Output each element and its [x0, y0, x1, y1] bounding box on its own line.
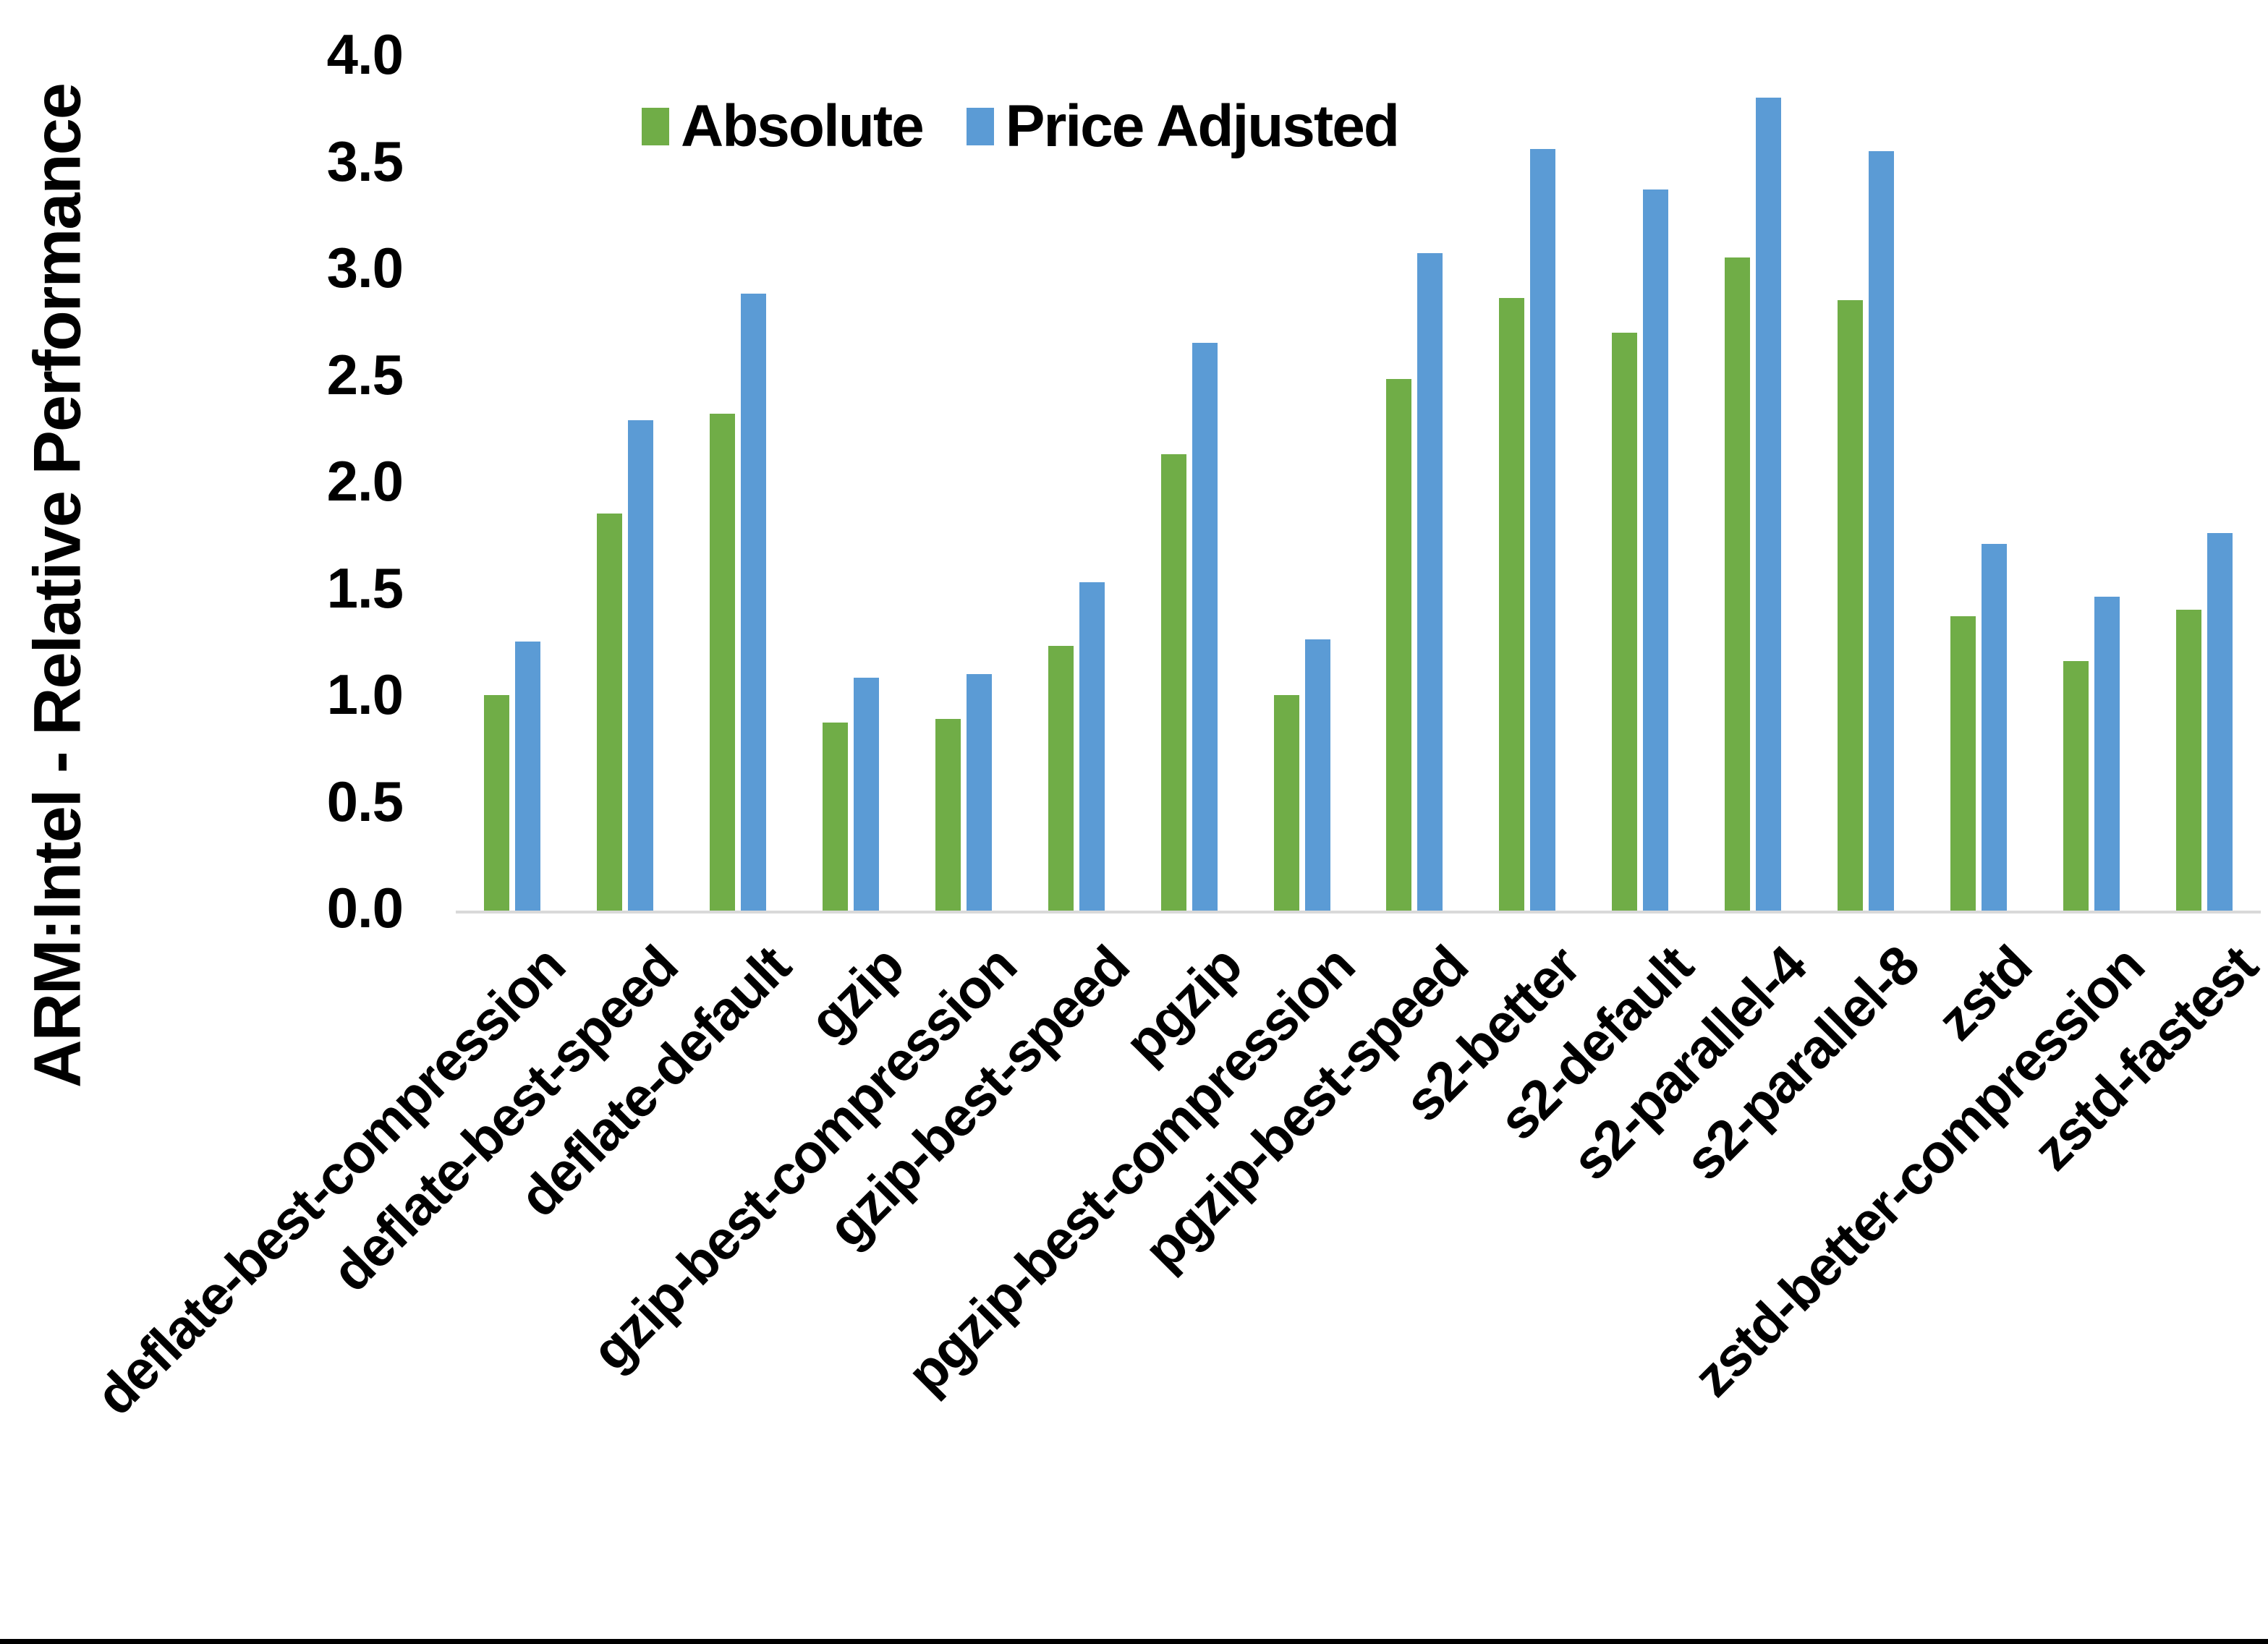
bar-gzip-best-speed-absolute	[1048, 646, 1074, 911]
legend-swatch-icon	[966, 108, 994, 145]
bar-deflate-default-price-adjusted	[740, 294, 766, 911]
bar-pgzip-price-adjusted	[1192, 343, 1218, 911]
y-axis-tick-label: 3.0	[326, 235, 404, 299]
bar-zstd-better-compression-price-adjusted	[2094, 597, 2120, 911]
y-axis-tick-label: 1.5	[326, 555, 404, 620]
y-axis-tick-label: 2.5	[326, 342, 404, 406]
y-axis-tick-label: 0.0	[326, 875, 404, 940]
bar-pgzip-absolute	[1160, 453, 1186, 911]
bar-s2-better-price-adjusted	[1530, 148, 1556, 911]
bar-gzip-best-speed-price-adjusted	[1079, 582, 1105, 911]
bar-zstd-absolute	[1950, 616, 1976, 911]
bar-pgzip-best-compression-absolute	[1273, 695, 1299, 911]
bar-deflate-default-absolute	[709, 413, 735, 911]
y-axis-tick-label: 3.5	[326, 129, 404, 193]
bar-pgzip-best-speed-absolute	[1386, 379, 1412, 911]
bar-s2-parallel-4-price-adjusted	[1756, 98, 1782, 911]
legend: Absolute Price Adjusted	[642, 93, 1400, 161]
bar-gzip-best-compression-price-adjusted	[966, 673, 992, 911]
bar-zstd-price-adjusted	[1982, 543, 2008, 911]
bar-pgzip-best-speed-price-adjusted	[1417, 253, 1443, 911]
bar-zstd-fastest-absolute	[2176, 610, 2202, 911]
bar-deflate-best-compression-absolute	[483, 695, 509, 911]
x-axis-line	[456, 911, 2261, 913]
y-axis-tick-label: 2.0	[326, 448, 404, 513]
legend-item-price-adjusted: Price Adjusted	[966, 93, 1400, 161]
bar-deflate-best-speed-price-adjusted	[627, 419, 653, 911]
bar-gzip-absolute	[822, 723, 848, 911]
bar-s2-parallel-4-absolute	[1725, 257, 1751, 911]
y-axis-tick-label: 0.5	[326, 769, 404, 833]
y-axis-tick-label: 4.0	[326, 22, 404, 86]
bar-zstd-fastest-price-adjusted	[2207, 532, 2233, 911]
legend-label: Absolute	[681, 93, 925, 159]
bar-gzip-best-compression-absolute	[935, 718, 961, 911]
bar-pgzip-best-compression-price-adjusted	[1304, 639, 1330, 911]
bar-deflate-best-speed-absolute	[596, 514, 622, 911]
legend-label: Price Adjusted	[1005, 93, 1400, 159]
bar-deflate-best-compression-price-adjusted	[514, 642, 540, 911]
bar-s2-parallel-8-price-adjusted	[1869, 150, 1895, 911]
bar-s2-default-price-adjusted	[1643, 189, 1669, 911]
y-axis-tick-label: 1.0	[326, 662, 404, 726]
y-axis-title: ARM:Intel - Relative Performance	[20, 84, 95, 1088]
bar-s2-parallel-8-absolute	[1838, 300, 1864, 911]
bottom-border-line	[0, 1639, 2268, 1644]
bar-gzip-price-adjusted	[853, 678, 879, 911]
bar-s2-better-absolute	[1499, 298, 1525, 911]
legend-item-absolute: Absolute	[642, 93, 925, 161]
bar-zstd-better-compression-absolute	[2063, 660, 2089, 911]
x-axis-label-deflate-best-compression: deflate-best-compression	[84, 934, 577, 1427]
legend-swatch-icon	[642, 108, 669, 145]
bar-s2-default-absolute	[1612, 332, 1638, 911]
